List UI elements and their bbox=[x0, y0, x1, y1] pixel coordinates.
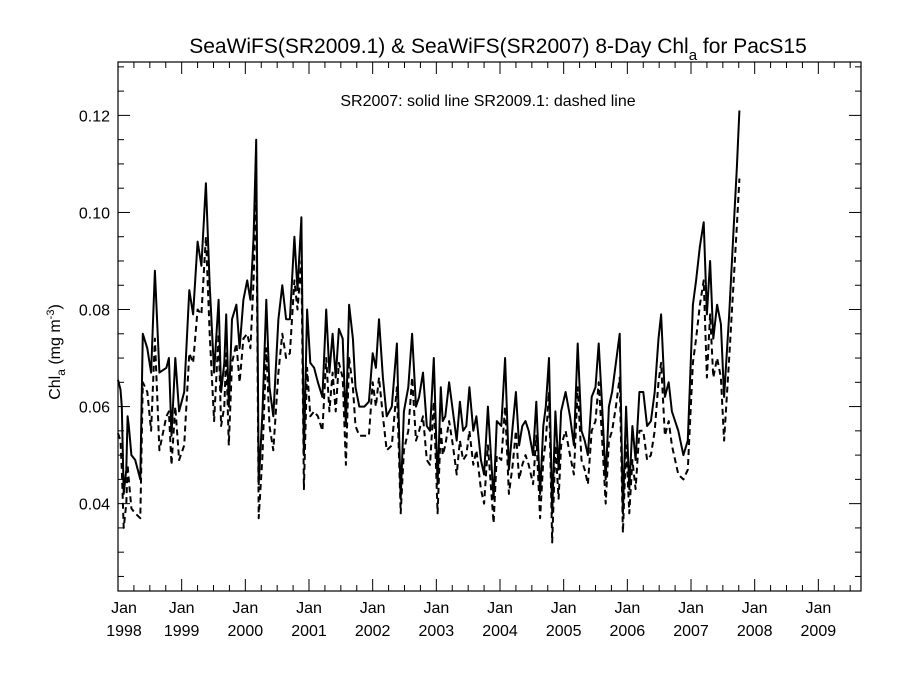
x-tick-label: Jan bbox=[742, 600, 768, 617]
x-tick-label: 2004 bbox=[482, 623, 518, 640]
x-tick-label: Jan bbox=[111, 600, 137, 617]
x-tick-label: 2009 bbox=[801, 623, 837, 640]
x-tick-label: Jan bbox=[551, 600, 577, 617]
plot-frame bbox=[117, 61, 862, 592]
x-tick-label: 2007 bbox=[673, 623, 709, 640]
x-tick-label: 2000 bbox=[228, 623, 264, 640]
x-tick-label: 1998 bbox=[106, 623, 142, 640]
x-tick-label: 1999 bbox=[164, 623, 200, 640]
series-line-sr2009-1 bbox=[117, 177, 741, 544]
y-tick-label: 0.10 bbox=[79, 205, 110, 222]
y-tick-label: 0.06 bbox=[79, 400, 110, 417]
x-tick-label: 2008 bbox=[737, 623, 773, 640]
x-tick-label: Jan bbox=[232, 600, 258, 617]
y-tick-label: 0.04 bbox=[79, 497, 110, 514]
x-tick-label: Jan bbox=[805, 600, 831, 617]
y-tick-label: 0.12 bbox=[79, 108, 110, 125]
x-tick-label: 2005 bbox=[546, 623, 582, 640]
chart-title: SeaWiFS(SR2009.1) & SeaWiFS(SR2007) 8-Da… bbox=[189, 35, 807, 64]
x-tick-label: Jan bbox=[487, 600, 513, 617]
y-axis-label: Chla (mg m-3) bbox=[45, 304, 68, 400]
x-tick-label: Jan bbox=[678, 600, 704, 617]
x-tick-label: Jan bbox=[423, 600, 449, 617]
x-tick-label: 2001 bbox=[291, 623, 327, 640]
x-tick-label: Jan bbox=[296, 600, 322, 617]
x-tick-label: Jan bbox=[614, 600, 640, 617]
legend-annotation: SR2007: solid line SR2009.1: dashed line bbox=[340, 93, 635, 110]
x-tick-label: 2003 bbox=[419, 623, 455, 640]
x-tick-label: Jan bbox=[169, 600, 195, 617]
x-tick-label: Jan bbox=[360, 600, 386, 617]
plot-area: 0.04 0.06 0.08 0.10 0.12 Jan 1998 Jan 1999 Jan 200… bbox=[79, 61, 862, 640]
series-line-sr2007 bbox=[117, 110, 741, 515]
y-tick-label: 0.08 bbox=[79, 303, 110, 320]
x-tick-label: 2002 bbox=[355, 623, 391, 640]
x-tick-label: 2006 bbox=[610, 623, 646, 640]
